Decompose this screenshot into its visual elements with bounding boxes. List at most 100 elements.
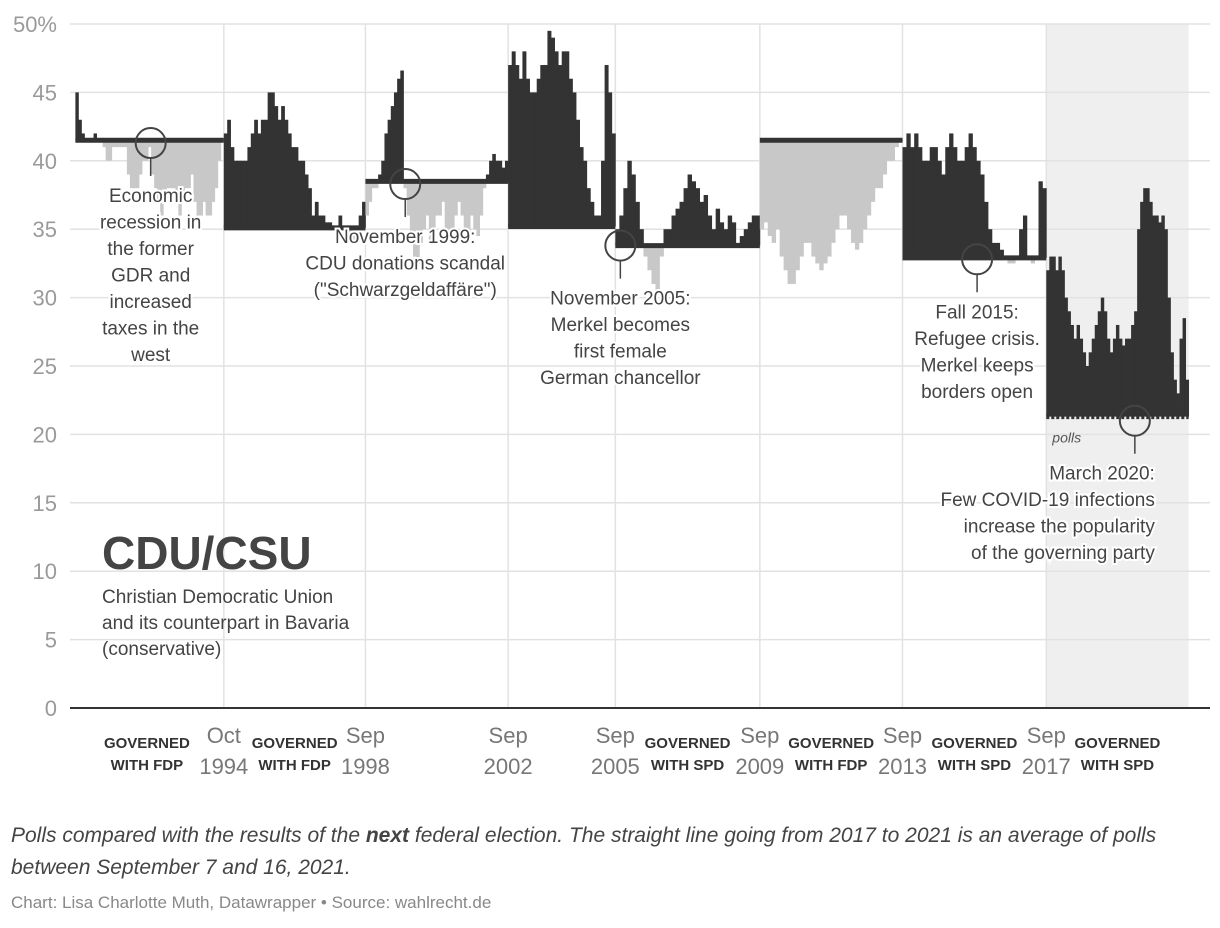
poll-bar [132, 140, 137, 189]
x-tick-label: 1998 [341, 754, 390, 779]
poll-bar [747, 222, 753, 246]
poll-bar [384, 133, 389, 182]
poll-bar [1118, 338, 1123, 417]
coalition-label: WITH SPD [1081, 757, 1154, 774]
poll-bar [264, 119, 269, 228]
poll-bar [460, 181, 465, 216]
coalition-label: WITH FDP [795, 757, 868, 774]
coalition-label: GOVERNED [931, 735, 1017, 752]
poll-bar [338, 215, 343, 228]
x-tick-label: 2009 [735, 754, 784, 779]
annotation-text: CDU donations scandal [305, 254, 505, 275]
poll-bar [529, 92, 534, 227]
y-tick-label: 15 [33, 491, 57, 516]
poll-bar [120, 140, 125, 148]
x-tick-label: Sep [596, 723, 635, 748]
y-tick-label: 20 [33, 422, 57, 447]
poll-bar [576, 119, 580, 227]
poll-bar [615, 229, 620, 246]
x-tick-label: 1994 [199, 754, 248, 779]
poll-bar [1128, 338, 1132, 417]
poll-bar [451, 181, 455, 230]
poll-bar [586, 188, 591, 227]
poll-bar [1115, 324, 1120, 417]
poll-bar [671, 215, 676, 246]
poll-bar [647, 245, 652, 271]
poll-bar [211, 140, 216, 202]
poll-bar [371, 181, 376, 189]
poll-bar [604, 65, 609, 227]
poll-bar [937, 160, 942, 258]
poll-bar [260, 119, 265, 228]
poll-bar [199, 140, 204, 216]
poll-bar [799, 140, 804, 257]
poll-bar [583, 160, 588, 227]
poll-bar [976, 160, 981, 258]
x-tick-label: Sep [740, 723, 779, 748]
poll-bar [1109, 352, 1114, 417]
poll-bar [287, 133, 292, 228]
poll-bar [473, 181, 477, 230]
poll-bar [763, 140, 769, 223]
annotation-text: increased [109, 292, 191, 313]
poll-bar [858, 140, 864, 243]
annotation-text: Refugee crisis. [914, 329, 1040, 350]
poll-bar [854, 140, 860, 250]
poll-bar [1125, 338, 1129, 417]
poll-bar [984, 201, 989, 258]
poll-bar [1155, 215, 1159, 417]
annotation-text: November 2005: [550, 289, 690, 310]
poll-bar [807, 140, 812, 243]
poll-bar [108, 140, 113, 161]
poll-bar [368, 181, 373, 202]
poll-bar [237, 160, 242, 228]
poll-bar [400, 70, 404, 182]
poll-bar [416, 181, 420, 264]
x-tick-label: Sep [1027, 723, 1066, 748]
poll-bar [779, 140, 785, 257]
poll-bar [1094, 324, 1099, 417]
coalition-label: GOVERNED [788, 735, 874, 752]
poll-bar [1149, 201, 1153, 417]
poll-bar [145, 140, 149, 161]
poll-chart: 0 5 10 15 20 25 30 35 40 45 50% Oct 1994 Sep 1998 Sep 20… [13, 12, 1210, 779]
poll-bar [492, 153, 496, 182]
poll-bar [933, 147, 938, 258]
annotation-text: borders open [921, 382, 1033, 403]
poll-bar [815, 140, 820, 264]
footnote-emphasis: next [365, 824, 410, 847]
poll-bar [1173, 379, 1177, 417]
coalition-label: WITH SPD [651, 757, 724, 774]
poll-bar [1052, 256, 1056, 417]
poll-bar [1049, 256, 1053, 417]
poll-bar [1158, 222, 1162, 417]
poll-bar [715, 208, 721, 246]
poll-bar [1042, 188, 1047, 258]
poll-bar [254, 119, 258, 228]
poll-bar [988, 229, 993, 258]
poll-bar [1058, 256, 1062, 417]
poll-bar [547, 30, 552, 227]
coalition-label: GOVERNED [104, 735, 190, 752]
poll-bar [525, 78, 530, 227]
poll-bar [639, 229, 644, 246]
poll-bar [403, 181, 408, 189]
poll-bar [691, 181, 697, 246]
poll-bar [1079, 338, 1084, 417]
poll-bar [643, 245, 648, 257]
y-tick-label: 10 [33, 559, 57, 584]
poll-bar [1100, 297, 1105, 417]
x-tick-label: 2002 [484, 754, 533, 779]
poll-bar [501, 167, 506, 182]
footnote: Polls compared with the results of the n… [11, 820, 1206, 884]
poll-bar [476, 181, 480, 237]
poll-bar [827, 140, 832, 257]
poll-bar [438, 181, 442, 216]
poll-bar [659, 245, 664, 257]
poll-bar [227, 119, 231, 228]
poll-bar [1007, 257, 1012, 264]
poll-bar [1076, 324, 1081, 417]
poll-bar [441, 181, 446, 202]
poll-bar [968, 133, 973, 258]
poll-bar [202, 140, 207, 202]
